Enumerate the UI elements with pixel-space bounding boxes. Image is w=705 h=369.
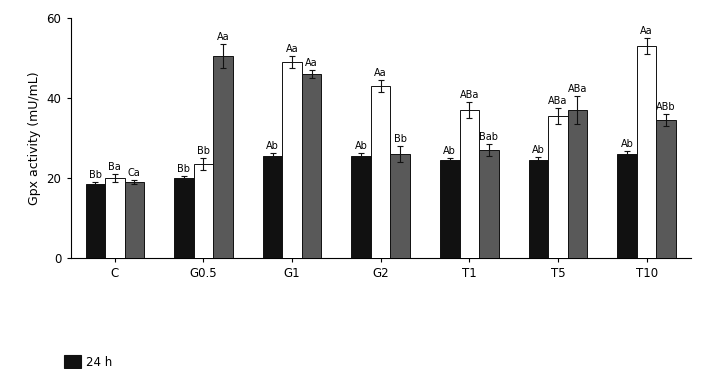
Text: Aa: Aa <box>216 32 229 42</box>
Bar <box>174 178 194 258</box>
Bar <box>460 110 479 258</box>
Text: Bb: Bb <box>89 170 102 180</box>
Text: Ab: Ab <box>620 139 634 149</box>
Text: ABa: ABa <box>568 84 587 94</box>
Bar <box>618 154 637 258</box>
Bar <box>263 156 282 258</box>
Bar <box>637 46 656 258</box>
Bar <box>440 161 460 258</box>
Text: Aa: Aa <box>286 44 298 54</box>
Text: Ca: Ca <box>128 168 141 178</box>
Bar <box>568 110 587 258</box>
Text: Bb: Bb <box>197 146 210 156</box>
Text: Ba: Ba <box>109 162 121 172</box>
Bar <box>302 75 321 258</box>
Bar <box>529 161 548 258</box>
Bar <box>194 164 213 258</box>
Y-axis label: Gpx activity (mU/mL): Gpx activity (mU/mL) <box>28 72 41 205</box>
Bar <box>479 151 498 258</box>
Text: Bb: Bb <box>178 164 190 174</box>
Text: Ab: Ab <box>355 141 367 151</box>
Text: Aa: Aa <box>305 58 318 68</box>
Text: Ab: Ab <box>532 145 545 155</box>
Bar <box>282 62 302 258</box>
Text: Bb: Bb <box>393 134 407 144</box>
Bar <box>548 116 568 258</box>
Text: Aa: Aa <box>374 68 387 78</box>
Bar <box>352 156 371 258</box>
Text: ABa: ABa <box>460 90 479 100</box>
Legend: 24 h, 48 h, 72 h: 24 h, 48 h, 72 h <box>64 355 113 369</box>
Text: ABa: ABa <box>548 96 568 106</box>
Bar <box>85 184 105 258</box>
Bar <box>125 182 144 258</box>
Bar <box>213 56 233 258</box>
Text: Ab: Ab <box>443 146 456 156</box>
Text: ABb: ABb <box>656 102 676 112</box>
Bar <box>391 154 410 258</box>
Text: Bab: Bab <box>479 132 498 142</box>
Text: Ab: Ab <box>266 141 279 151</box>
Bar <box>105 178 125 258</box>
Text: Aa: Aa <box>640 26 653 36</box>
Bar <box>656 120 676 258</box>
Bar <box>371 86 391 258</box>
